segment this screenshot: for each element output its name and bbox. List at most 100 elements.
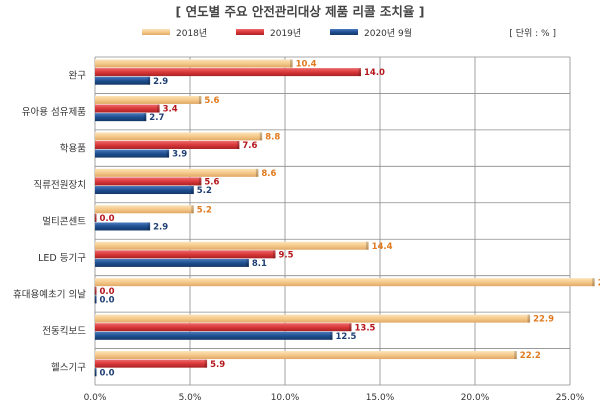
bar-end-cap: [273, 250, 276, 259]
bar-2020: [95, 149, 170, 158]
data-label: 0.0: [100, 295, 115, 305]
data-label: 0.0: [100, 368, 115, 378]
bar-end-cap: [514, 351, 517, 360]
bar-2019: [95, 213, 97, 222]
category-label: 직류전원장치: [34, 179, 86, 191]
category-label: 유아용 섬유제품: [22, 107, 86, 118]
bar-2019: [95, 286, 97, 295]
data-label: 0.0: [100, 214, 115, 224]
bars-layer: [94, 59, 595, 377]
legend-label-2019: 2019년: [270, 28, 301, 39]
x-tick-label: 0.0%: [84, 393, 107, 403]
bar-2019: [95, 68, 361, 77]
bar-2019: [95, 250, 276, 259]
data-label: 8.1: [252, 259, 267, 269]
bar-2018: [95, 278, 595, 287]
category-label: 멀티콘센트: [42, 216, 86, 228]
bar-end-cap: [290, 59, 293, 68]
unit-note: [ 단위 : % ]: [509, 28, 556, 39]
bar-end-cap: [191, 186, 194, 195]
data-label: 12.5: [336, 332, 357, 342]
bar-2019: [95, 140, 240, 149]
labels-layer: 0.0% 5.0% 10.0% 15.0% 20.0% 25.0% 완구 10.4 14.0 2.…: [13, 60, 600, 403]
data-label: 3.4: [163, 105, 178, 115]
bar-2018: [95, 132, 263, 141]
x-tick-label: 5.0%: [179, 393, 202, 403]
category-label: 헬스기구: [51, 362, 86, 373]
bar-2020: [95, 368, 97, 377]
data-label: 10.4: [296, 60, 317, 70]
bar-end-cap: [166, 149, 170, 158]
category-label: 완구: [69, 71, 87, 82]
bar-2018: [95, 168, 259, 177]
data-label: 0.0: [100, 287, 115, 297]
bar-2020: [95, 186, 194, 195]
bar-2018: [95, 95, 202, 104]
bar-end-cap: [236, 140, 240, 149]
data-label: 2.7: [149, 113, 164, 123]
bar-2018: [95, 314, 531, 323]
bar-2019: [95, 323, 352, 332]
bar-end-cap: [330, 331, 333, 340]
bar-2018: [95, 351, 517, 360]
bar-2020: [95, 295, 97, 304]
x-tick-label: 25.0%: [556, 393, 585, 403]
bar-end-cap: [259, 132, 263, 141]
legend-label-2018: 2018년: [176, 28, 207, 39]
bar-2020: [95, 258, 249, 267]
x-tick-label: 15.0%: [366, 393, 395, 403]
data-label: 14.4: [372, 242, 393, 252]
data-label: 5.6: [204, 178, 219, 188]
legend-swatch-2020: [330, 29, 358, 35]
legend-swatch-2018: [142, 29, 170, 35]
bar-end-cap: [143, 113, 147, 122]
data-label: 8.8: [265, 132, 280, 142]
data-label: 22.2: [520, 351, 541, 361]
data-label: 2.9: [153, 223, 168, 233]
category-label: LED 등기구: [38, 253, 86, 264]
data-label: 13.5: [355, 323, 376, 333]
bar-end-cap: [246, 258, 249, 267]
data-label: 2.9: [153, 77, 168, 87]
bar-2020: [95, 222, 151, 231]
data-label: 8.6: [261, 169, 276, 179]
category-label: 휴대용예초기 의날: [13, 289, 86, 300]
bar-2019: [95, 177, 202, 186]
bar-end-cap: [94, 213, 97, 222]
data-label: 14.0: [364, 68, 385, 78]
x-tick-label: 10.0%: [271, 393, 300, 403]
bar-2018: [95, 59, 293, 68]
chart-title: [ 연도별 주요 안전관리대상 제품 리콜 조치율 ]: [176, 4, 425, 19]
bar-end-cap: [94, 368, 97, 377]
bar-2020: [95, 331, 333, 340]
grid-layer: [94, 56, 571, 386]
data-label: 26.3: [598, 278, 600, 288]
bar-end-cap: [592, 278, 595, 287]
data-label: 5.2: [197, 186, 212, 196]
category-label: 학용품: [60, 144, 86, 155]
bar-2019: [95, 104, 160, 113]
bar-2018: [95, 205, 194, 214]
bar-end-cap: [358, 68, 361, 77]
legend-swatch-2019: [236, 29, 264, 35]
bar-end-cap: [349, 323, 352, 332]
data-label: 5.2: [197, 205, 212, 215]
x-tick-label: 20.0%: [461, 393, 490, 403]
bar-end-cap: [157, 104, 160, 113]
data-label: 3.9: [172, 150, 187, 160]
category-label: 전동킥보드: [42, 325, 86, 337]
legend-label-2020: 2020년 9월: [364, 27, 412, 39]
bar-end-cap: [94, 295, 97, 304]
data-label: 7.6: [242, 141, 257, 151]
bar-end-cap: [94, 286, 97, 295]
bar-end-cap: [198, 95, 202, 104]
bar-2019: [95, 359, 208, 368]
bar-2018: [95, 241, 369, 250]
legend: 2018년 2019년 2020년 9월: [142, 27, 412, 39]
data-label: 5.6: [204, 96, 219, 106]
bar-2020: [95, 113, 147, 122]
data-label: 5.9: [210, 360, 225, 370]
bar-end-cap: [527, 314, 531, 323]
